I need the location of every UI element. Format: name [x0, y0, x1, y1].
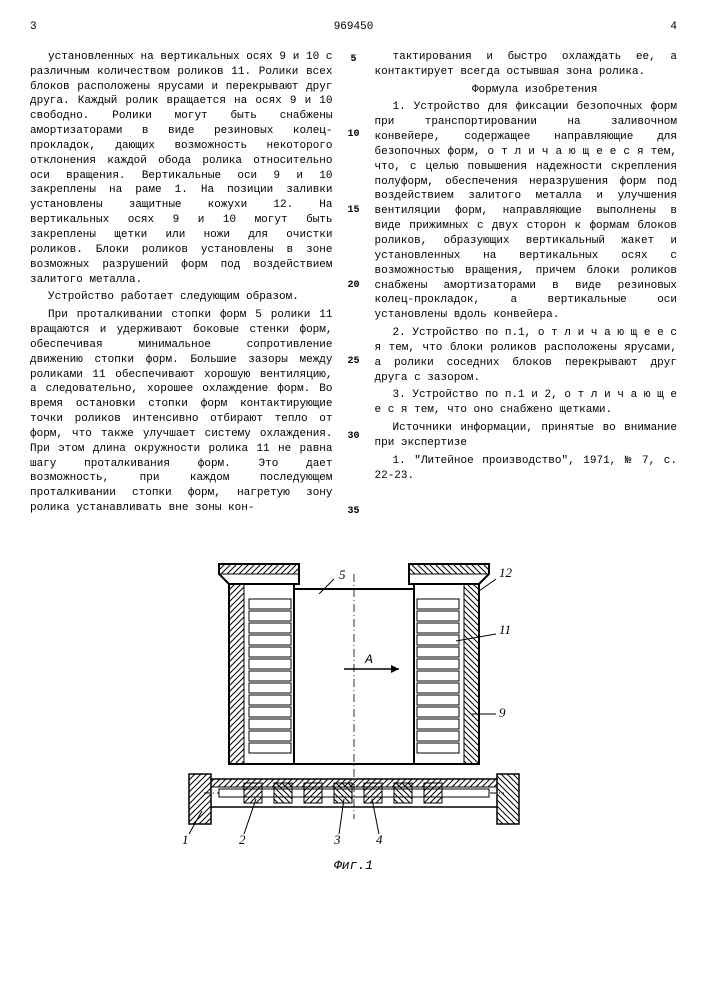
- right-p1: тактирования и быстро охлаждать ее, а ко…: [375, 50, 678, 80]
- sources-title: Источники информации, принятые во вниман…: [375, 421, 678, 451]
- claim-3: 3. Устройство по п.1 и 2, о т л и ч а ю …: [375, 388, 678, 418]
- figure-label: Фиг.1: [30, 857, 677, 875]
- line-number-gutter: 5 10 15 20 25 30 35: [345, 50, 363, 519]
- line-marker: 30: [345, 430, 363, 444]
- left-p3: При проталкивании стопки форм 5 ролики 1…: [30, 308, 333, 516]
- callout-12: 12: [499, 565, 513, 580]
- callout-9: 9: [499, 705, 506, 720]
- line-marker: 5: [345, 53, 363, 67]
- left-p1: установленных на вертикальных осях 9 и 1…: [30, 50, 333, 288]
- page-num-right: 4: [670, 20, 677, 35]
- figure-svg: A 5 12 11 9 1 2 3 4: [144, 549, 564, 849]
- line-marker: 20: [345, 279, 363, 293]
- claim-2: 2. Устройство по п.1, о т л и ч а ю щ е …: [375, 326, 678, 385]
- source-1: 1. "Литейное производство", 1971, № 7, с…: [375, 454, 678, 484]
- callout-11: 11: [499, 622, 511, 637]
- callout-4: 4: [376, 832, 383, 847]
- text-columns: установленных на вертикальных осях 9 и 1…: [30, 50, 677, 519]
- callout-2: 2: [239, 832, 246, 847]
- callout-3: 3: [333, 832, 341, 847]
- line-marker: 15: [345, 204, 363, 218]
- callout-5: 5: [339, 567, 346, 582]
- claim-1: 1. Устройство для фиксации безопочных фо…: [375, 100, 678, 323]
- page-header: 3 969450 4: [30, 20, 677, 35]
- line-marker: 25: [345, 355, 363, 369]
- line-marker: 35: [345, 505, 363, 519]
- document-number: 969450: [37, 20, 671, 35]
- line-marker: 10: [345, 128, 363, 142]
- figure-1: A 5 12 11 9 1 2 3 4: [30, 549, 677, 875]
- callout-a: A: [364, 652, 373, 667]
- callout-1: 1: [182, 832, 189, 847]
- page-num-left: 3: [30, 20, 37, 35]
- claims-title: Формула изобретения: [375, 83, 678, 98]
- left-column: установленных на вертикальных осях 9 и 1…: [30, 50, 333, 519]
- left-p2: Устройство работает следующим образом.: [30, 290, 333, 305]
- right-column: тактирования и быстро охлаждать ее, а ко…: [375, 50, 678, 519]
